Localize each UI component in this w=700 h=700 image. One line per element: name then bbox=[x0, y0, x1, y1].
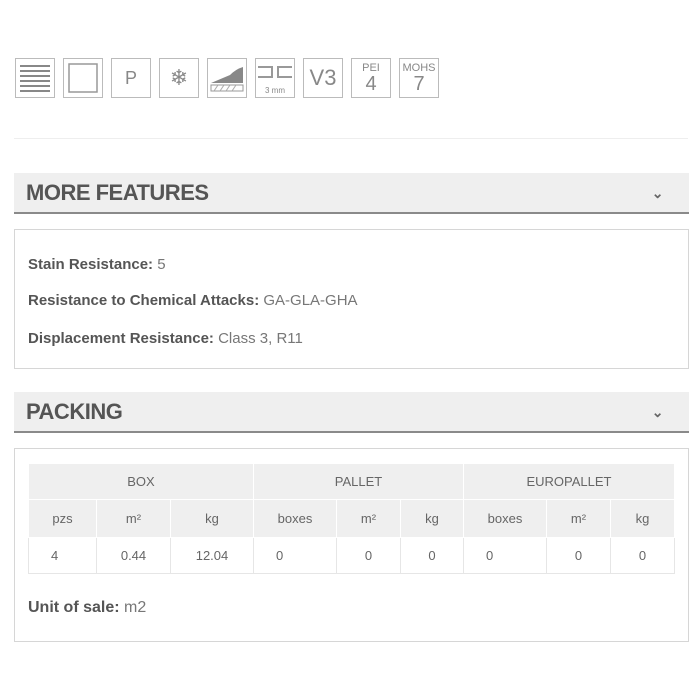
col-header: m² bbox=[96, 499, 171, 538]
col-header: m² bbox=[336, 499, 401, 538]
joint-3mm-icon: 3 mm bbox=[255, 58, 295, 98]
packing-header[interactable]: PACKING ⌄ bbox=[14, 392, 689, 433]
table-row: 4 0.44 12.04 0 0 0 0 0 0 bbox=[28, 537, 675, 574]
feature-icons: P ❄ 3 mm V3 PEI 4 MOHS 7 bbox=[15, 58, 439, 98]
feature-chemical: Resistance to Chemical Attacks: GA-GLA-G… bbox=[28, 292, 358, 309]
cell: 0 bbox=[253, 537, 337, 574]
col-header: pzs bbox=[28, 499, 97, 538]
col-header: kg bbox=[610, 499, 675, 538]
snowflake-icon: ❄ bbox=[159, 58, 199, 98]
p-icon: P bbox=[111, 58, 151, 98]
feature-displacement: Displacement Resistance: Class 3, R11 bbox=[28, 330, 303, 347]
section-title: MORE FEATURES bbox=[26, 179, 209, 205]
more-features-panel: Stain Resistance: 5 Resistance to Chemic… bbox=[14, 229, 689, 369]
divider bbox=[14, 138, 688, 139]
cell: 0 bbox=[463, 537, 547, 574]
packing-panel: BOX PALLET EUROPALLET pzs m² kg boxes m²… bbox=[14, 448, 689, 642]
col-header: kg bbox=[400, 499, 464, 538]
group-pallet: PALLET bbox=[253, 463, 464, 500]
more-features-header[interactable]: MORE FEATURES ⌄ bbox=[14, 173, 689, 214]
chevron-down-icon[interactable]: ⌄ bbox=[651, 404, 664, 420]
col-header: m² bbox=[546, 499, 611, 538]
packing-table: BOX PALLET EUROPALLET pzs m² kg boxes m²… bbox=[28, 463, 675, 574]
cell: 0.44 bbox=[96, 537, 171, 574]
cell: 12.04 bbox=[170, 537, 254, 574]
col-header: kg bbox=[170, 499, 254, 538]
group-box: BOX bbox=[28, 463, 254, 500]
square-icon bbox=[63, 58, 103, 98]
v3-icon: V3 bbox=[303, 58, 343, 98]
cell: 4 bbox=[28, 537, 97, 574]
slope-icon bbox=[207, 58, 247, 98]
chevron-down-icon[interactable]: ⌄ bbox=[651, 185, 664, 201]
cell: 0 bbox=[610, 537, 675, 574]
col-header: boxes bbox=[463, 499, 547, 538]
cell: 0 bbox=[336, 537, 401, 574]
group-europallet: EUROPALLET bbox=[463, 463, 675, 500]
cell: 0 bbox=[400, 537, 464, 574]
pei-icon: PEI 4 bbox=[351, 58, 391, 98]
col-header: boxes bbox=[253, 499, 337, 538]
unit-of-sale: Unit of sale: m2 bbox=[28, 599, 147, 616]
feature-stain: Stain Resistance: 5 bbox=[28, 256, 166, 273]
cell: 0 bbox=[546, 537, 611, 574]
lines-icon bbox=[15, 58, 55, 98]
section-title: PACKING bbox=[26, 398, 123, 424]
mohs-icon: MOHS 7 bbox=[399, 58, 439, 98]
